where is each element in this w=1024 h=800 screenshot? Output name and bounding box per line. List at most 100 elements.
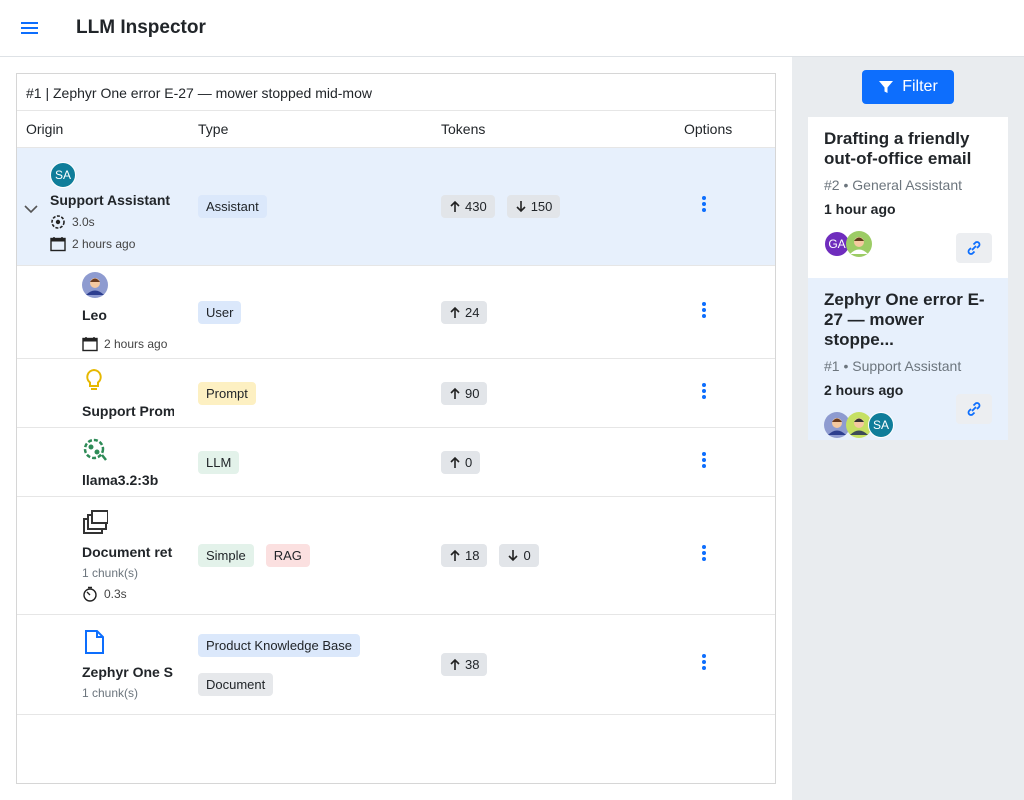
- arrow-icon: [449, 200, 461, 213]
- type-chips: User: [198, 300, 441, 324]
- arrow-icon-svg: [450, 387, 460, 399]
- menu-button[interactable]: [21, 20, 39, 36]
- origin-icon-image: [82, 509, 108, 535]
- filter-button[interactable]: Filter: [862, 70, 954, 104]
- token-chip: 0: [499, 544, 539, 567]
- options-button[interactable]: [701, 451, 707, 469]
- arrow-icon-svg: [450, 456, 460, 468]
- type-chip: LLM: [198, 450, 240, 474]
- conversation-card[interactable]: Zephyr One error E-27 — mower stoppe... #…: [808, 278, 1008, 440]
- origin-meta: 1 chunk(s): [82, 686, 198, 700]
- avatar-image-svg: [846, 231, 872, 257]
- app-title: LLM Inspector: [76, 17, 206, 38]
- link-button[interactable]: [956, 394, 992, 424]
- trace-row: llama3.2:3b LLM 0: [17, 428, 775, 497]
- trace-row: Support Prom Prompt 90: [17, 359, 775, 428]
- arrow-icon-svg: [450, 549, 460, 561]
- avatar-image: [846, 412, 872, 438]
- card-time: 2 hours ago: [824, 382, 904, 398]
- origin-icon-image-svg: [83, 438, 107, 461]
- token-chips: 18 0: [441, 544, 684, 567]
- options-button[interactable]: [701, 382, 707, 400]
- arrow-icon: [449, 658, 461, 671]
- token-chips: 90: [441, 381, 684, 405]
- collapse-toggle: [23, 202, 39, 216]
- separator: •: [839, 177, 853, 193]
- origin-icon: [82, 437, 198, 468]
- type-cell: Product Knowledge Base Document: [198, 633, 441, 696]
- options-button-svg: [702, 196, 706, 212]
- options-cell: [684, 195, 775, 218]
- arrow-icon: [449, 306, 461, 319]
- column-header-cell: Options: [684, 121, 733, 137]
- column-header-cell: Type: [198, 121, 229, 137]
- token-chips: 0: [441, 450, 684, 474]
- link-button[interactable]: [956, 233, 992, 263]
- arrow-icon: [515, 200, 527, 213]
- avatar: SA: [868, 412, 894, 438]
- trace-row: Leo 2 hours ago User 24: [17, 266, 775, 359]
- trace-row: Zephyr One S 1 chunk(s) Product Knowledge …: [17, 615, 775, 715]
- column-header-cell: Tokens: [441, 121, 486, 137]
- type-chips: Assistant: [198, 195, 441, 218]
- origin-name: Support Assistant: [50, 191, 171, 208]
- options-button[interactable]: [701, 195, 707, 213]
- tokens-cell: 24: [441, 300, 684, 324]
- card-assistant: Support Assistant: [852, 358, 962, 374]
- options-button[interactable]: [701, 301, 707, 319]
- options-button[interactable]: [701, 653, 707, 671]
- duration-icon: [82, 586, 98, 602]
- duration-icon-svg: [51, 214, 65, 229]
- type-chip: Simple: [198, 544, 254, 567]
- type-cell: Simple RAG: [198, 544, 441, 567]
- origin-meta: 3.0s: [50, 214, 198, 230]
- options-button-svg: [702, 451, 706, 468]
- token-chip: 24: [441, 300, 488, 324]
- origin-icon-image: [82, 437, 108, 463]
- duration-icon: [50, 214, 66, 230]
- origin-icon-image: [82, 629, 108, 655]
- origin-cell: Support Prom: [17, 368, 198, 419]
- arrow-icon: [449, 549, 461, 562]
- token-chip: 430: [441, 195, 495, 218]
- column-header-cell: Origin: [26, 121, 64, 137]
- options-button[interactable]: [701, 544, 707, 562]
- avatar: SA: [50, 161, 76, 188]
- origin-icon: [82, 629, 198, 660]
- origin-meta: 1 chunk(s): [82, 566, 198, 580]
- card-assistant: General Assistant: [852, 177, 962, 193]
- trace-row: Document ret 1 chunk(s) 0.3s Simple RAG 18 0: [17, 497, 775, 615]
- meta-text: 0.3s: [104, 587, 127, 601]
- token-count: 430: [465, 199, 487, 214]
- origin-icon: [82, 272, 198, 303]
- tokens-cell: 38: [441, 653, 684, 676]
- card-meta: #1 • Support Assistant: [824, 358, 992, 374]
- origin-meta: 2 hours ago: [82, 336, 198, 352]
- card-id: #2: [824, 177, 840, 193]
- card-id: #1: [824, 358, 840, 374]
- meta-text: 3.0s: [72, 214, 95, 229]
- tokens-cell: 430 150: [441, 195, 684, 218]
- arrow-icon-svg: [450, 306, 460, 318]
- type-cell: LLM: [198, 450, 441, 474]
- options-button-svg: [702, 545, 706, 561]
- time-icon: [50, 236, 66, 252]
- arrow-icon-svg: [516, 201, 526, 213]
- token-chip: 90: [441, 381, 488, 405]
- meta-text: 1 chunk(s): [82, 566, 139, 580]
- token-count: 0: [523, 548, 531, 563]
- options-button-svg: [702, 382, 706, 399]
- type-cell: User: [198, 300, 441, 324]
- conversation-card[interactable]: Drafting a friendly out-of-office email #…: [808, 117, 1008, 279]
- options-cell: [684, 544, 775, 567]
- origin-name: Support Prom: [82, 402, 174, 419]
- origin-cell: Zephyr One S 1 chunk(s): [17, 629, 198, 700]
- card-meta: #2 • General Assistant: [824, 177, 992, 193]
- time-icon-svg: [50, 236, 66, 251]
- options-cell: [684, 301, 775, 324]
- origin-name: llama3.2:3b: [82, 471, 159, 488]
- origin-icon-image-svg: [83, 510, 108, 534]
- token-count: 150: [530, 199, 553, 214]
- card-title: Zephyr One error E-27 — mower stoppe...: [824, 290, 985, 349]
- origin-meta: 0.3s: [82, 586, 198, 602]
